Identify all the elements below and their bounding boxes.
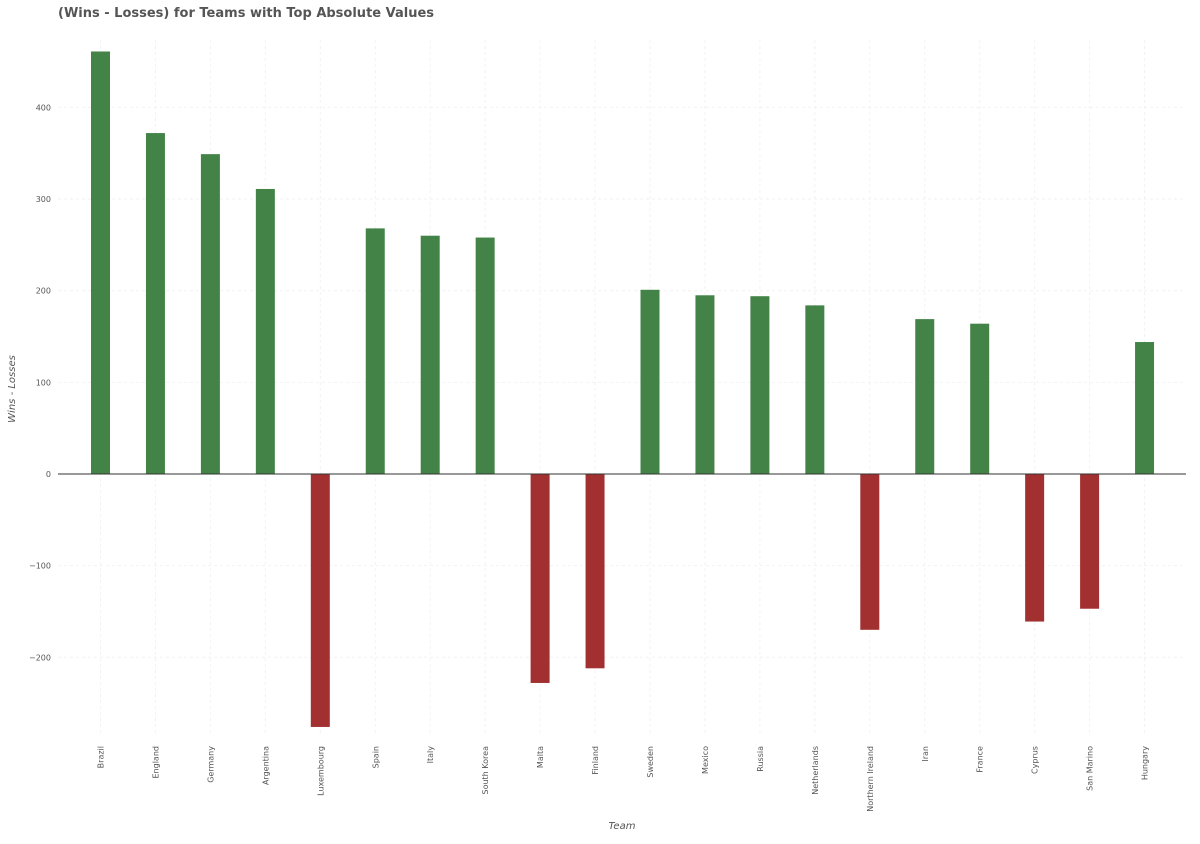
bar-cyprus (1025, 474, 1045, 622)
y-tick-label: 200 (36, 287, 51, 296)
x-tick-label: South Korea (481, 746, 490, 795)
y-tick-label: −200 (29, 653, 51, 662)
x-tick-label: Sweden (646, 746, 655, 778)
x-tick-label: France (976, 746, 985, 773)
x-tick-label: England (151, 746, 160, 778)
bar-netherlands (805, 305, 825, 474)
x-tick-label: Brazil (97, 746, 106, 768)
bar-san-marino (1080, 474, 1100, 609)
x-axis-label: Team (609, 821, 636, 832)
x-tick-labels: Brazil England Germany Argentina Luxembourg S… (97, 746, 1150, 812)
x-tick-label: San Marino (1086, 746, 1095, 791)
x-tick-label: Russia (756, 746, 765, 772)
bar-layer (91, 51, 1155, 727)
bar-england (145, 133, 165, 474)
x-tick-label: Spain (371, 746, 380, 768)
bar-italy (420, 235, 440, 474)
y-axis-label: Wins - Losses (7, 355, 18, 423)
x-tick-label: Mexico (701, 746, 710, 774)
y-tick-label: 400 (36, 103, 51, 112)
bar-south-korea (475, 237, 495, 474)
y-tick-label: 100 (36, 378, 51, 387)
bar-luxembourg (310, 474, 330, 727)
x-tick-label: Hungary (1141, 746, 1150, 780)
x-tick-label: Iran (921, 746, 930, 762)
bar-spain (365, 228, 385, 474)
grid-layer (58, 40, 1186, 735)
y-tick-label: −100 (29, 562, 51, 571)
x-tick-label: Malta (536, 746, 545, 768)
bar-mexico (695, 295, 715, 474)
x-tick-label: Northern Ireland (866, 746, 875, 812)
chart-title: (Wins - Losses) for Teams with Top Absol… (58, 6, 435, 21)
y-tick-labels: −200 −100 0 100 200 300 400 (29, 103, 51, 662)
bar-hungary (1135, 342, 1155, 474)
bar-argentina (255, 188, 275, 474)
bar-northern-ireland (860, 474, 880, 630)
bar-iran (915, 319, 935, 474)
y-tick-label: 0 (46, 470, 51, 479)
x-tick-label: Netherlands (811, 746, 820, 795)
bar-france (970, 323, 990, 474)
x-tick-label: Finland (591, 746, 600, 775)
bar-sweden (640, 289, 660, 474)
x-tick-label: Germany (206, 746, 215, 783)
x-tick-label: Italy (426, 746, 435, 764)
y-tick-label: 300 (36, 195, 51, 204)
bar-russia (750, 296, 770, 474)
bar-brazil (91, 51, 110, 474)
x-tick-label: Cyprus (1031, 746, 1040, 774)
bar-germany (200, 154, 220, 475)
bar-malta (530, 474, 550, 683)
bar-finland (585, 474, 605, 669)
x-tick-label: Luxembourg (316, 746, 325, 796)
x-tick-label: Argentina (261, 746, 270, 785)
